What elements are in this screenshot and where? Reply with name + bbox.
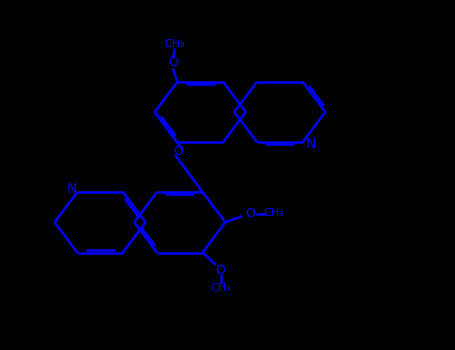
Text: O: O bbox=[245, 207, 255, 220]
Text: O: O bbox=[168, 56, 178, 69]
Text: N: N bbox=[306, 137, 316, 151]
Text: CH₃: CH₃ bbox=[263, 209, 284, 218]
Text: CH₃: CH₃ bbox=[210, 283, 231, 293]
Text: O: O bbox=[216, 264, 226, 276]
Text: N: N bbox=[67, 182, 77, 196]
Text: CH₃: CH₃ bbox=[165, 39, 186, 49]
Text: O: O bbox=[174, 146, 183, 159]
